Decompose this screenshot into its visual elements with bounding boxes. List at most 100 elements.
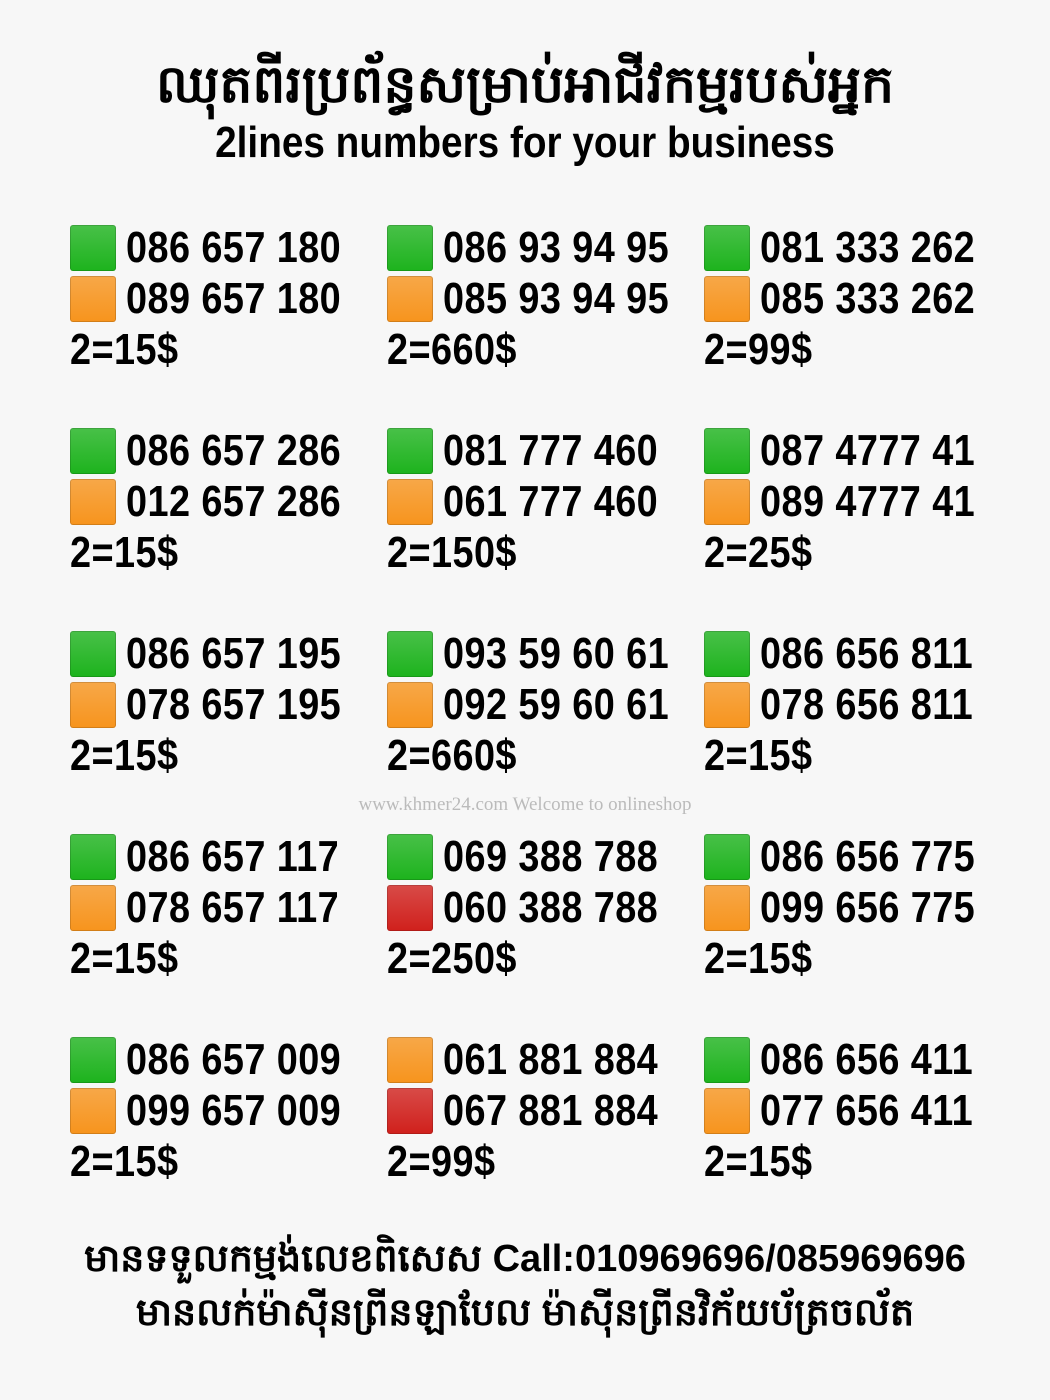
orange-square-icon: [704, 681, 750, 728]
orange-square-icon: [70, 478, 116, 525]
phone-number: 077 656 411: [760, 1085, 974, 1135]
number-pair-block: 086 657 009 099 657 009 2=15$: [70, 1034, 390, 1187]
green-square-icon: [70, 833, 116, 880]
green-square-icon: [70, 427, 116, 474]
phone-line: 085 333 262: [704, 273, 1024, 324]
orange-square-icon: [387, 1036, 433, 1083]
green-square-icon: [704, 833, 750, 880]
price: 2=250$: [387, 934, 517, 983]
phone-line: 081 777 460: [387, 425, 707, 476]
phone-line: 092 59 60 61: [387, 679, 707, 730]
phone-line: 093 59 60 61: [387, 628, 707, 679]
phone-line: 078 657 195: [70, 679, 390, 730]
phone-number: 086 657 009: [126, 1034, 342, 1084]
phone-line: 086 657 286: [70, 425, 390, 476]
watermark: www.khmer24.com Welcome to onlineshop: [358, 794, 692, 815]
phone-line: 061 881 884: [387, 1034, 707, 1085]
orange-square-icon: [70, 275, 116, 322]
phone-number: 086 93 94 95: [443, 222, 670, 272]
orange-square-icon: [387, 681, 433, 728]
phone-number: 099 656 775: [760, 882, 976, 932]
green-square-icon: [387, 833, 433, 880]
phone-line: 077 656 411: [704, 1085, 1024, 1136]
phone-number: 060 388 788: [443, 882, 659, 932]
phone-line: 086 657 117: [70, 831, 390, 882]
phone-number: 078 656 811: [760, 679, 974, 729]
price: 2=15$: [704, 731, 813, 780]
price: 2=15$: [70, 325, 179, 374]
green-square-icon: [704, 427, 750, 474]
phone-line: 087 4777 41: [704, 425, 1024, 476]
phone-number: 067 881 884: [443, 1085, 659, 1135]
phone-line: 086 656 775: [704, 831, 1024, 882]
phone-line: 060 388 788: [387, 882, 707, 933]
price: 2=25$: [704, 528, 813, 577]
price: 2=660$: [387, 731, 517, 780]
green-square-icon: [704, 630, 750, 677]
number-pair-block: 086 656 811 078 656 811 2=15$: [704, 628, 1024, 781]
phone-line: 078 656 811: [704, 679, 1024, 730]
phone-number: 089 4777 41: [760, 476, 976, 526]
phone-line: 086 656 811: [704, 628, 1024, 679]
phone-number: 078 657 195: [126, 679, 342, 729]
phone-number: 012 657 286: [126, 476, 342, 526]
phone-number: 085 333 262: [760, 273, 976, 323]
price: 2=99$: [704, 325, 813, 374]
price: 2=15$: [70, 1137, 179, 1186]
orange-square-icon: [70, 1087, 116, 1134]
phone-number: 092 59 60 61: [443, 679, 670, 729]
footer-contact: មានទទួលកម្មង់លេខពិសេស Call:010969696/085…: [84, 1238, 966, 1280]
number-pair-block: 093 59 60 61 092 59 60 61 2=660$: [387, 628, 707, 781]
number-pair-block: 061 881 884 067 881 884 2=99$: [387, 1034, 707, 1187]
number-pair-block: 086 657 286 012 657 286 2=15$: [70, 425, 390, 578]
green-square-icon: [387, 630, 433, 677]
number-pair-block: 069 388 788 060 388 788 2=250$: [387, 831, 707, 984]
orange-square-icon: [704, 884, 750, 931]
phone-number: 061 777 460: [443, 476, 659, 526]
phone-number: 085 93 94 95: [443, 273, 670, 323]
phone-line: 099 657 009: [70, 1085, 390, 1136]
phone-line: 099 656 775: [704, 882, 1024, 933]
price: 2=15$: [704, 1137, 813, 1186]
phone-number: 086 656 411: [760, 1034, 974, 1084]
phone-number: 089 657 180: [126, 273, 342, 323]
orange-square-icon: [387, 275, 433, 322]
phone-line: 086 657 195: [70, 628, 390, 679]
phone-number: 086 657 195: [126, 628, 342, 678]
phone-number: 087 4777 41: [760, 425, 976, 475]
price: 2=15$: [704, 934, 813, 983]
price: 2=15$: [70, 731, 179, 780]
orange-square-icon: [387, 478, 433, 525]
phone-line: 086 656 411: [704, 1034, 1024, 1085]
green-square-icon: [704, 1036, 750, 1083]
price: 2=99$: [387, 1137, 496, 1186]
phone-line: 089 4777 41: [704, 476, 1024, 527]
phone-line: 086 657 180: [70, 222, 390, 273]
number-pair-block: 087 4777 41 089 4777 41 2=25$: [704, 425, 1024, 578]
number-pair-block: 081 777 460 061 777 460 2=150$: [387, 425, 707, 578]
number-pair-block: 086 657 195 078 657 195 2=15$: [70, 628, 390, 781]
orange-square-icon: [704, 478, 750, 525]
phone-number: 086 657 286: [126, 425, 342, 475]
phone-line: 081 333 262: [704, 222, 1024, 273]
price: 2=15$: [70, 528, 179, 577]
phone-line: 012 657 286: [70, 476, 390, 527]
phone-number: 061 881 884: [443, 1034, 659, 1084]
orange-square-icon: [704, 275, 750, 322]
phone-line: 067 881 884: [387, 1085, 707, 1136]
phone-number: 086 657 117: [126, 831, 340, 881]
title-english: 2lines numbers for your business: [215, 118, 835, 167]
phone-number: 086 657 180: [126, 222, 342, 272]
price: 2=150$: [387, 528, 517, 577]
green-square-icon: [387, 224, 433, 271]
green-square-icon: [704, 224, 750, 271]
number-pair-block: 086 657 117 078 657 117 2=15$: [70, 831, 390, 984]
price: 2=660$: [387, 325, 517, 374]
phone-number: 069 388 788: [443, 831, 659, 881]
green-square-icon: [387, 427, 433, 474]
phone-line: 085 93 94 95: [387, 273, 707, 324]
number-pair-block: 086 656 775 099 656 775 2=15$: [704, 831, 1024, 984]
phone-line: 069 388 788: [387, 831, 707, 882]
green-square-icon: [70, 1036, 116, 1083]
